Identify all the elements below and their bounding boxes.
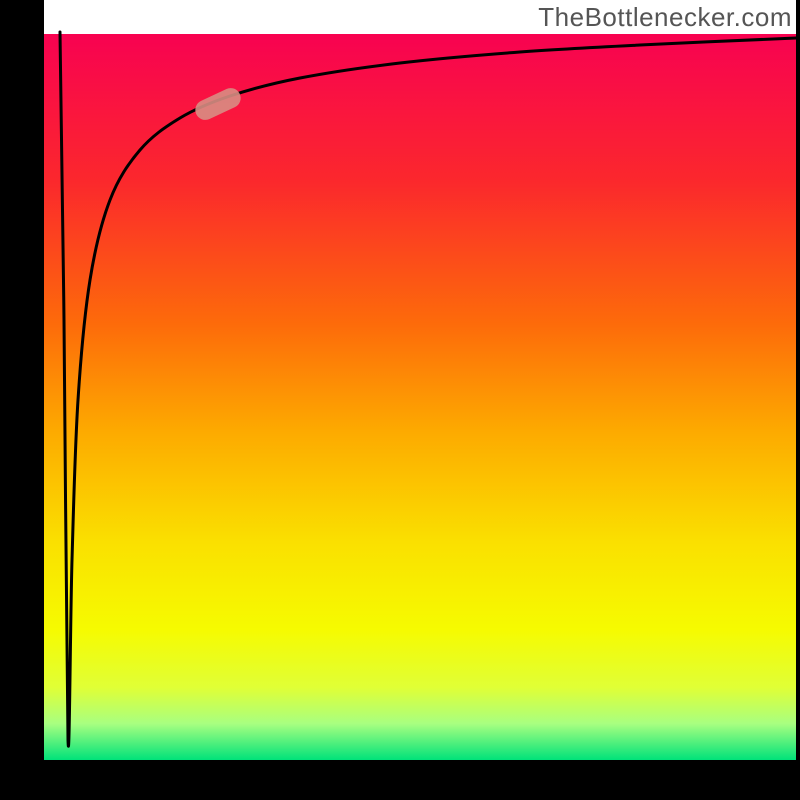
frame-left-inner-line [40,0,44,760]
frame-right-line [796,0,800,800]
bottleneck-chart [0,0,800,800]
gradient-background [40,34,796,760]
watermark-text: TheBottlenecker.com [538,2,792,33]
frame-bottom-band [0,760,800,800]
frame-left-band [0,0,40,800]
